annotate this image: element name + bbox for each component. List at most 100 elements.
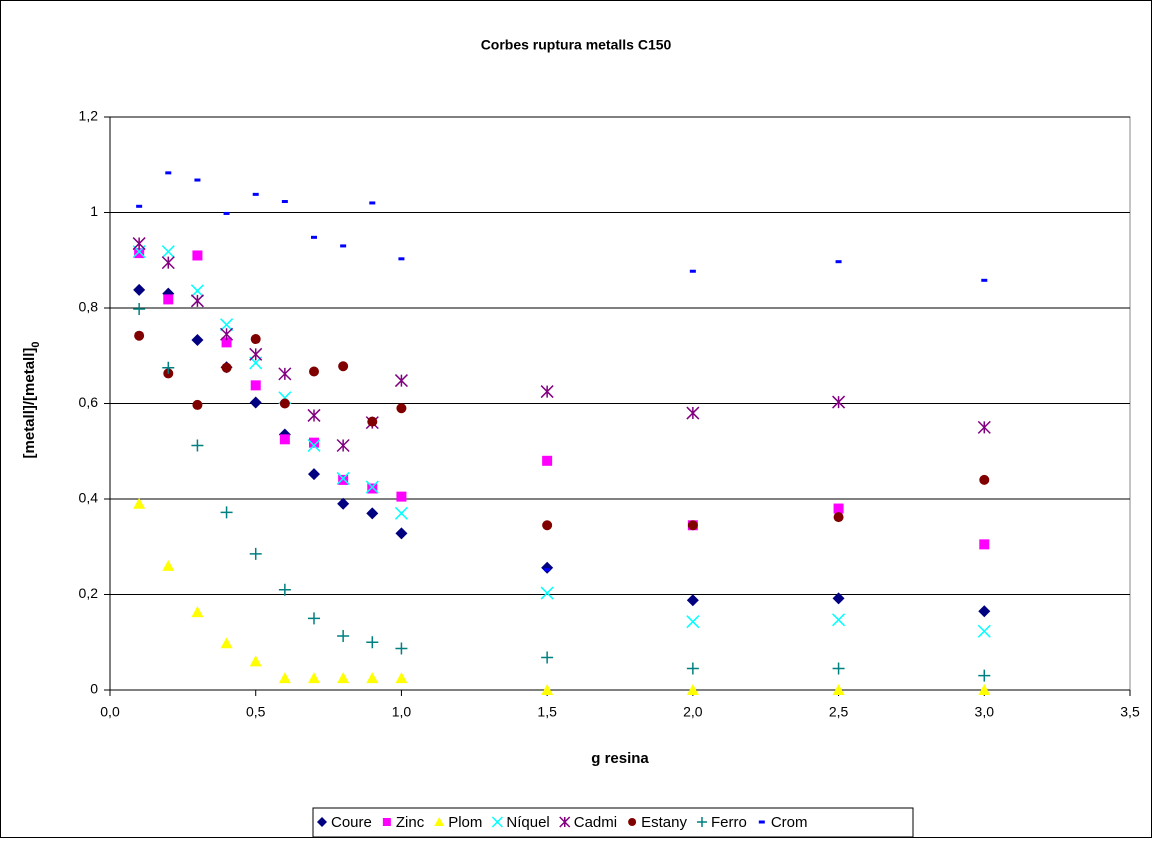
y-tick-label: 0,8 <box>79 299 99 315</box>
point <box>252 192 259 196</box>
point <box>336 438 350 453</box>
point <box>278 583 291 596</box>
point <box>686 662 699 675</box>
point <box>686 406 700 420</box>
point <box>835 260 842 264</box>
legend-marker <box>491 816 503 828</box>
x-tick-label: 0,5 <box>246 704 266 720</box>
point <box>977 624 991 638</box>
point <box>132 237 146 251</box>
point <box>249 347 263 361</box>
y-axis-label: [metall]/[metall]0 <box>21 342 42 459</box>
point <box>365 480 379 494</box>
point <box>162 361 175 374</box>
x-tick-label: 3,0 <box>975 704 995 720</box>
point <box>191 606 204 618</box>
point <box>249 396 262 409</box>
point <box>396 403 407 414</box>
point <box>281 200 288 204</box>
legend-marker <box>758 820 765 824</box>
point <box>977 420 991 434</box>
point <box>833 512 844 523</box>
point <box>220 318 234 332</box>
point <box>367 483 378 494</box>
point <box>978 669 991 682</box>
point <box>395 527 408 540</box>
point <box>220 327 234 341</box>
point <box>161 245 175 259</box>
legend-label: Coure <box>331 814 372 831</box>
legend-label: Níquel <box>506 814 549 831</box>
legend-marker <box>434 817 445 826</box>
legend-label: Zinc <box>396 814 425 831</box>
point <box>221 337 232 348</box>
point <box>979 474 990 485</box>
point <box>337 630 350 643</box>
point <box>367 416 378 427</box>
point <box>250 380 261 391</box>
point <box>337 672 350 684</box>
point <box>136 204 143 208</box>
x-tick-label: 1,0 <box>392 704 412 720</box>
point <box>190 284 204 298</box>
x-tick-label: 2,5 <box>829 704 849 720</box>
point <box>279 434 290 445</box>
point <box>220 506 233 519</box>
legend-marker <box>628 818 637 826</box>
point <box>833 503 844 514</box>
point <box>249 547 262 560</box>
point <box>133 497 146 509</box>
point <box>398 257 405 261</box>
point <box>395 672 408 684</box>
point <box>307 408 321 422</box>
point <box>162 559 175 571</box>
x-tick-label: 1,5 <box>537 704 557 720</box>
point <box>223 211 230 215</box>
point <box>541 684 554 695</box>
x-tick-label: 2,0 <box>683 704 703 720</box>
point <box>366 636 379 649</box>
point <box>308 612 320 625</box>
point <box>221 362 232 373</box>
point <box>978 684 991 695</box>
point <box>309 366 319 377</box>
point <box>686 594 699 607</box>
point <box>832 592 845 605</box>
point <box>163 294 174 305</box>
point <box>338 361 349 372</box>
point <box>369 201 376 205</box>
point <box>832 662 845 675</box>
legend-box <box>312 807 914 838</box>
y-tick-label: 0,4 <box>79 490 99 506</box>
x-tick-label: 0,0 <box>100 704 120 720</box>
legend-label: Estany <box>641 814 687 831</box>
point <box>544 568 551 572</box>
point <box>307 438 321 453</box>
point <box>134 330 145 341</box>
y-tick-label: 0,2 <box>79 585 99 601</box>
legend-label: Plom <box>448 814 482 831</box>
y-tick-label: 1 <box>90 203 98 219</box>
point <box>394 374 408 388</box>
point <box>832 684 845 695</box>
point <box>311 235 317 239</box>
legend-label: Ferro <box>711 814 747 831</box>
point <box>191 333 204 346</box>
y-axis-label-sub: 0 <box>30 342 42 348</box>
point <box>250 334 261 345</box>
point <box>366 672 379 684</box>
legend-marker <box>559 816 571 828</box>
point <box>832 613 846 627</box>
point <box>161 256 175 270</box>
y-tick-label: 0 <box>90 681 98 697</box>
point <box>134 248 145 259</box>
point <box>978 605 991 618</box>
y-tick-label: 1,2 <box>79 108 99 124</box>
point <box>540 586 554 600</box>
point <box>686 615 700 629</box>
point <box>340 244 347 248</box>
point <box>687 520 698 531</box>
point <box>192 250 203 261</box>
point <box>308 672 320 684</box>
